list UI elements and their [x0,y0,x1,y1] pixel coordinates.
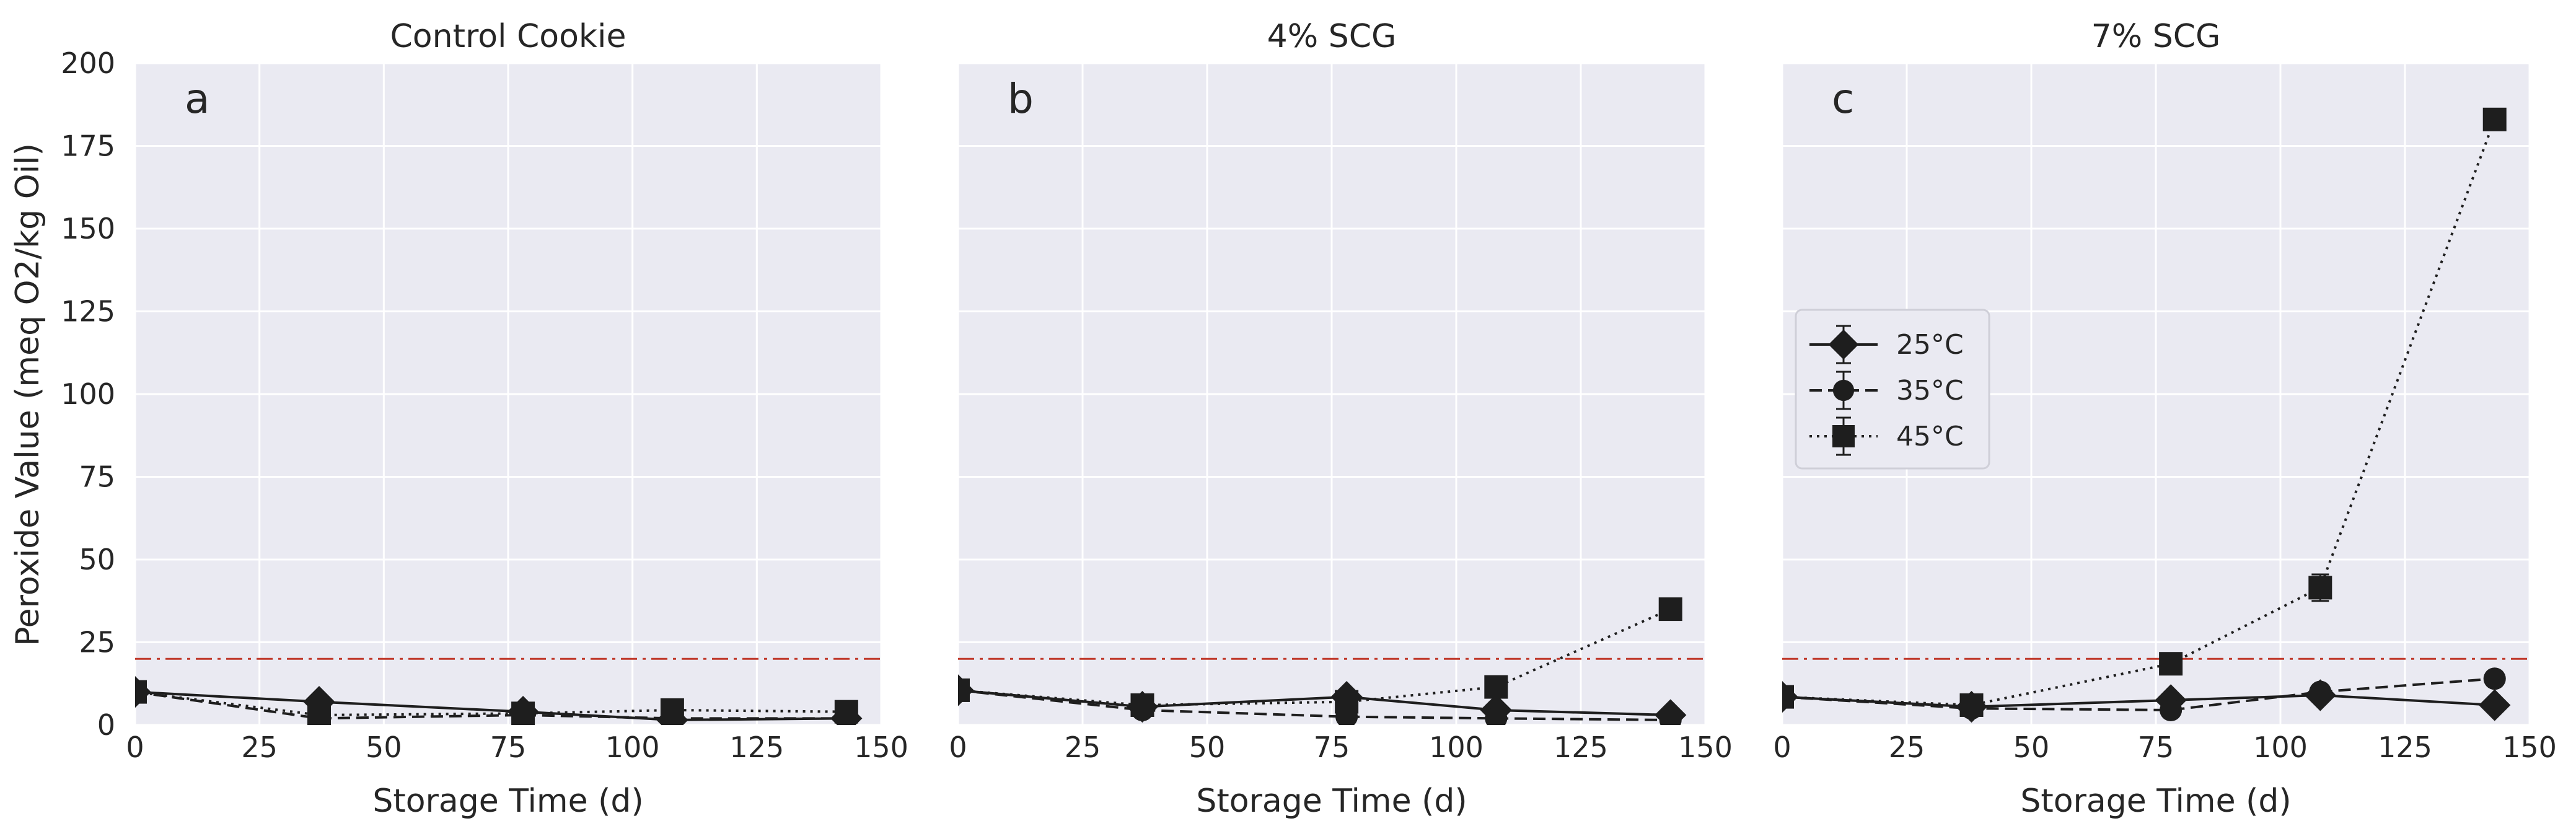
x-tick-label: 75 [2138,731,2174,764]
series-line-35degC [1782,677,2495,711]
y-tick-label: 50 [79,543,115,576]
data-point [2160,698,2183,722]
y-tick-label: 200 [61,46,115,80]
data-point [1782,685,1794,709]
x-tick-label: 125 [2378,731,2432,764]
x-tick-label: 75 [490,731,527,764]
panel-title: Control Cookie [390,18,626,55]
data-point [834,700,858,724]
data-point [660,698,684,722]
series-line-35degC [135,690,846,720]
panel-a: 0 25 50 75 100 125 150 0 25 50 75 100 125 150 175 200 Co… [61,18,908,820]
x-axis-label: Storage Time (d) [372,783,643,820]
x-tick-label: 100 [1429,731,1484,764]
y-tick-label: 75 [79,460,115,494]
legend-marker [1832,425,1855,447]
data-point [2483,667,2506,690]
x-tick-label: 0 [126,731,144,764]
data-point [1658,597,1682,622]
series-line-45degC [958,608,1671,706]
y-tick-label: 100 [61,377,115,411]
x-tick-label: 25 [1889,731,1925,764]
data-point [1335,690,1359,714]
series-line-45degC [135,690,846,716]
data-point [2482,107,2507,131]
x-tick-label: 100 [2253,731,2308,764]
data-point [2308,576,2332,600]
series-group [1782,107,2511,723]
x-axis-label: Storage Time (d) [1196,783,1467,820]
series-group [958,597,1687,725]
data-point [1130,693,1154,717]
x-tick-label: 100 [605,731,660,764]
y-tick-label: 0 [97,708,115,742]
panel-title: 7% SCG [2091,18,2221,55]
x-tick-label: 150 [1678,731,1733,764]
panel-title: 4% SCG [1267,18,1397,55]
data-point [1659,708,1682,725]
legend-label: 45°C [1896,421,1964,452]
y-tick-label: 25 [79,626,115,659]
data-point [135,680,147,704]
data-point [2479,689,2511,721]
x-tick-label: 50 [366,731,402,764]
x-tick-label: 150 [2502,731,2557,764]
x-tick-label: 125 [1554,731,1608,764]
data-point [303,685,335,718]
legend-marker [1832,379,1855,402]
data-point [2159,652,2183,676]
data-point [307,703,331,725]
panel-letter: a [185,75,209,123]
panel-b: 0 25 50 75 100 125 150 4% SCG Storage Time (d) b [949,18,1733,820]
legend-label: 35°C [1896,375,1964,406]
panel-letter: c [1832,75,1854,123]
panel-letter: b [1008,75,1034,123]
series-line-35degC [958,688,1671,721]
x-tick-label: 50 [2013,731,2050,764]
x-tick-label: 0 [949,731,967,764]
data-point [958,678,970,702]
x-tick-label: 50 [1189,731,1226,764]
legend-marker [1828,329,1859,360]
x-tick-label: 25 [1065,731,1101,764]
series-group [135,675,863,725]
data-point [1959,693,1984,717]
x-tick-label: 75 [1314,731,1350,764]
y-tick-label: 150 [61,212,115,245]
y-tick-label: 175 [61,130,115,163]
data-point [511,701,535,725]
x-tick-label: 25 [241,731,278,764]
y-axis-label: Peroxide Value (meq O2/kg Oil) [9,143,46,646]
y-tick-label: 125 [61,295,115,328]
x-tick-label: 0 [1773,731,1791,764]
x-tick-label: 125 [729,731,784,764]
legend: 25°C 35°C 45°C [1795,309,1990,470]
data-point [1485,707,1508,725]
x-axis-label: Storage Time (d) [2020,783,2291,820]
panels-layer: 0 25 50 75 100 125 150 0 25 50 75 100 125 150 175 200 Co… [61,18,2557,820]
legend-label: 25°C [1896,329,1964,361]
x-tick-label: 150 [854,731,908,764]
data-point [2309,680,2332,703]
data-point [1484,675,1508,699]
